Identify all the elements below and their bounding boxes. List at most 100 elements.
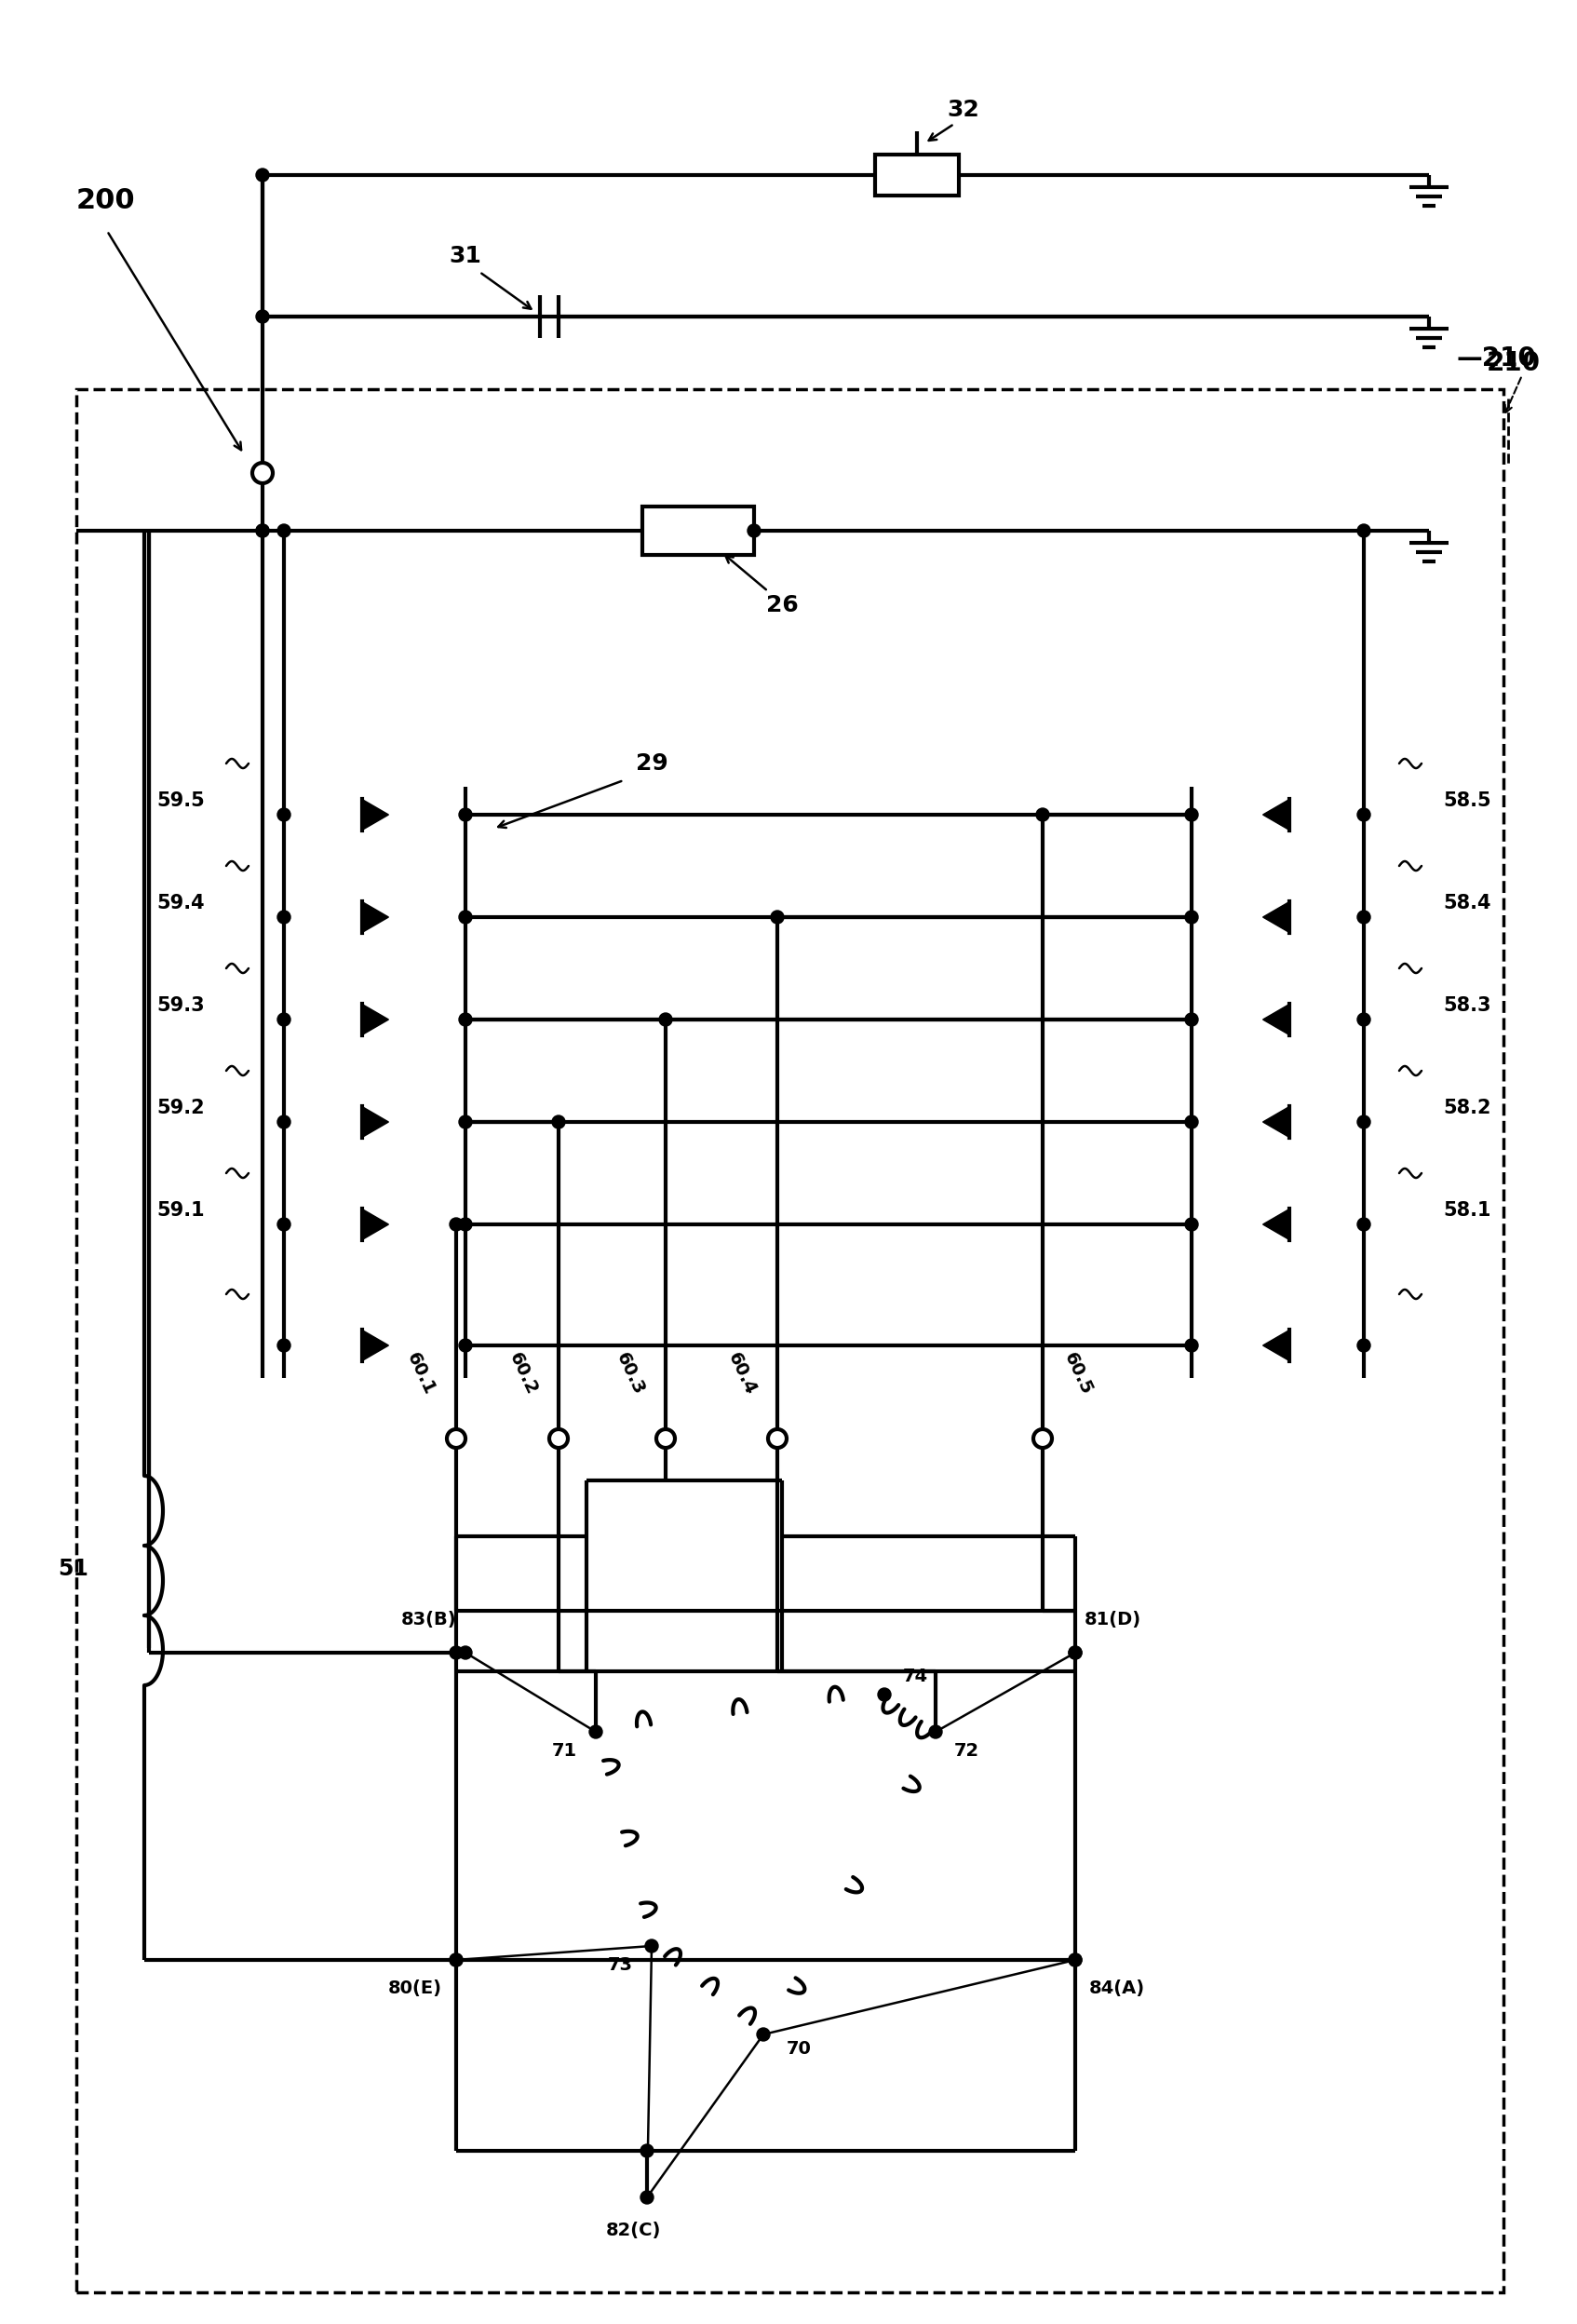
Text: 210: 210	[1487, 351, 1541, 376]
Circle shape	[459, 809, 472, 820]
Circle shape	[640, 2145, 653, 2157]
Polygon shape	[1263, 1208, 1288, 1239]
Text: 60.1: 60.1	[404, 1350, 438, 1397]
Circle shape	[255, 525, 270, 537]
Text: 59.1: 59.1	[156, 1202, 205, 1220]
Text: 58.5: 58.5	[1443, 792, 1490, 811]
Circle shape	[552, 1116, 565, 1129]
Text: 58.4: 58.4	[1443, 895, 1490, 913]
Polygon shape	[363, 902, 388, 932]
Text: 74: 74	[904, 1666, 929, 1685]
Circle shape	[459, 1645, 472, 1659]
Text: 81(D): 81(D)	[1085, 1611, 1142, 1629]
Circle shape	[1358, 1339, 1370, 1353]
Circle shape	[255, 525, 270, 537]
Text: 59.4: 59.4	[156, 895, 205, 913]
Text: 59.2: 59.2	[156, 1099, 205, 1118]
Text: 60.3: 60.3	[613, 1350, 648, 1397]
Circle shape	[1358, 1116, 1370, 1129]
Circle shape	[590, 1724, 602, 1738]
Polygon shape	[363, 1329, 388, 1360]
Circle shape	[459, 1116, 472, 1129]
Text: —210: —210	[1456, 346, 1536, 372]
Circle shape	[1184, 1339, 1199, 1353]
Text: 59.5: 59.5	[156, 792, 205, 811]
Polygon shape	[1263, 902, 1288, 932]
Circle shape	[771, 911, 784, 923]
Circle shape	[255, 309, 270, 323]
Circle shape	[449, 1954, 462, 1966]
Circle shape	[278, 1339, 290, 1353]
Text: 200: 200	[76, 186, 136, 214]
Text: 59.3: 59.3	[156, 997, 205, 1016]
Circle shape	[449, 1954, 462, 1966]
Circle shape	[449, 1645, 462, 1659]
Text: 29: 29	[636, 753, 667, 774]
Circle shape	[278, 1116, 290, 1129]
Polygon shape	[1263, 799, 1288, 830]
Text: 58.1: 58.1	[1443, 1202, 1490, 1220]
Circle shape	[459, 1013, 472, 1027]
Circle shape	[255, 170, 270, 181]
Circle shape	[459, 911, 472, 923]
Circle shape	[1069, 1954, 1082, 1966]
Text: 60.5: 60.5	[1061, 1350, 1096, 1397]
Circle shape	[645, 1941, 658, 1952]
Circle shape	[1184, 809, 1199, 820]
Text: 58.2: 58.2	[1443, 1099, 1490, 1118]
Circle shape	[278, 911, 290, 923]
Circle shape	[459, 1218, 472, 1232]
Circle shape	[1358, 1218, 1370, 1232]
Circle shape	[549, 1429, 568, 1448]
Polygon shape	[363, 799, 388, 830]
Polygon shape	[1263, 1329, 1288, 1360]
Text: 58.3: 58.3	[1443, 997, 1490, 1016]
Circle shape	[1184, 1013, 1199, 1027]
Circle shape	[1069, 1645, 1082, 1659]
Polygon shape	[363, 1106, 388, 1136]
Text: 26: 26	[766, 595, 798, 616]
Polygon shape	[1263, 1106, 1288, 1136]
Circle shape	[459, 1339, 472, 1353]
Text: 71: 71	[552, 1741, 577, 1759]
Circle shape	[252, 462, 273, 483]
Bar	[642, 507, 754, 555]
Polygon shape	[363, 1004, 388, 1034]
Circle shape	[1033, 1429, 1052, 1448]
Circle shape	[278, 1013, 290, 1027]
Circle shape	[1036, 809, 1049, 820]
Circle shape	[757, 2029, 770, 2040]
Circle shape	[1358, 809, 1370, 820]
Text: 51: 51	[58, 1557, 88, 1580]
Text: 83(B): 83(B)	[401, 1611, 456, 1629]
Circle shape	[449, 1218, 462, 1232]
Circle shape	[278, 809, 290, 820]
Circle shape	[878, 1687, 891, 1701]
Text: 80(E): 80(E)	[388, 1980, 442, 1996]
Text: 73: 73	[607, 1957, 632, 1973]
Circle shape	[656, 1429, 675, 1448]
Text: 72: 72	[954, 1741, 979, 1759]
Bar	[76, 388, 1503, 2291]
Text: 31: 31	[449, 244, 481, 267]
Bar	[875, 156, 959, 195]
Circle shape	[1358, 1013, 1370, 1027]
Polygon shape	[1263, 1004, 1288, 1034]
Polygon shape	[363, 1208, 388, 1239]
Circle shape	[278, 525, 290, 537]
Circle shape	[1069, 1954, 1082, 1966]
Circle shape	[659, 1013, 672, 1027]
Text: 84(A): 84(A)	[1090, 1980, 1145, 1996]
Circle shape	[1358, 911, 1370, 923]
Circle shape	[1184, 911, 1199, 923]
Circle shape	[278, 1218, 290, 1232]
Circle shape	[1069, 1645, 1082, 1659]
Text: 32: 32	[948, 98, 979, 121]
Text: 70: 70	[787, 2040, 812, 2057]
Circle shape	[640, 2192, 653, 2203]
Text: 60.2: 60.2	[506, 1350, 541, 1397]
Circle shape	[929, 1724, 941, 1738]
Circle shape	[747, 525, 760, 537]
Circle shape	[1184, 1218, 1199, 1232]
Circle shape	[768, 1429, 787, 1448]
